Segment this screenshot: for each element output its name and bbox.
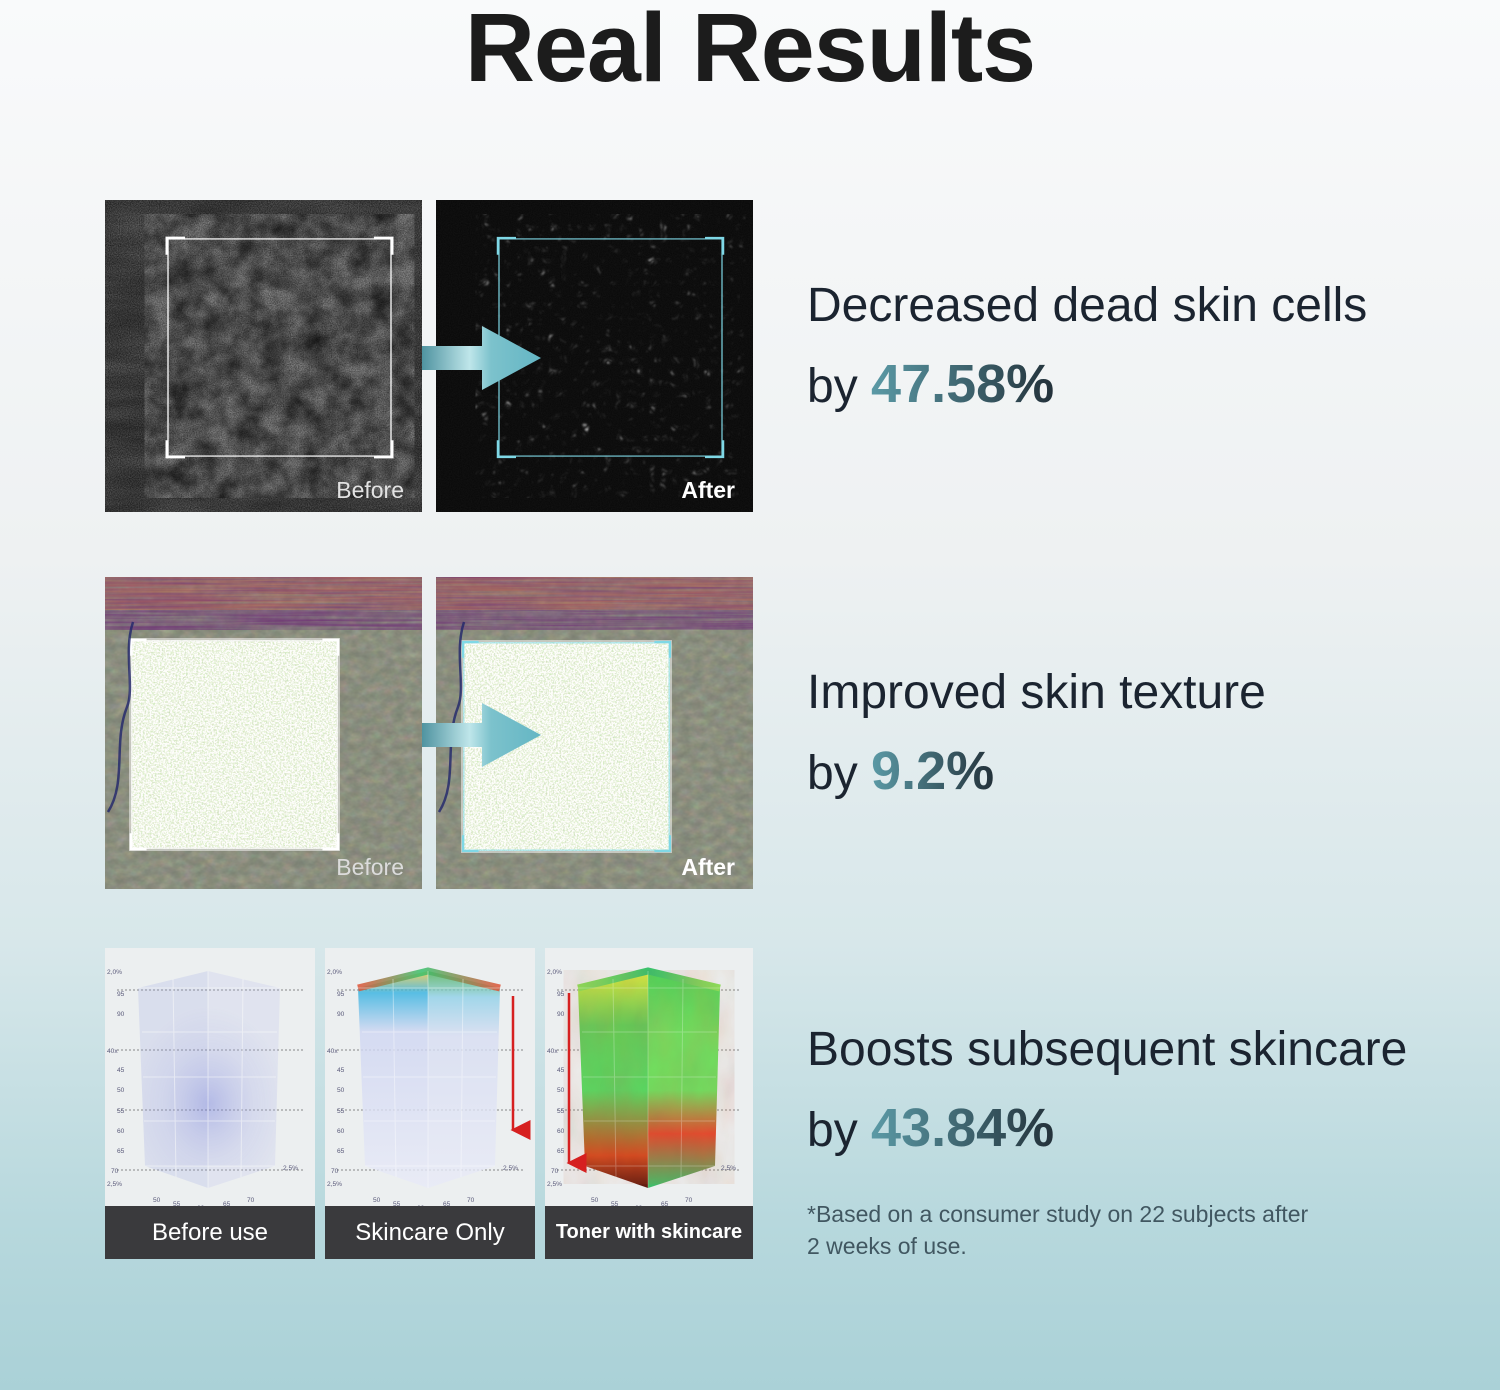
svg-text:95: 95 bbox=[337, 991, 345, 998]
svg-text:55: 55 bbox=[337, 1108, 345, 1115]
svg-text:50: 50 bbox=[591, 1197, 599, 1204]
svg-text:55: 55 bbox=[557, 1108, 565, 1115]
svg-text:60: 60 bbox=[557, 1128, 565, 1135]
svg-text:95: 95 bbox=[117, 991, 125, 998]
svg-text:95: 95 bbox=[557, 991, 565, 998]
svg-text:50: 50 bbox=[337, 1087, 345, 1094]
svg-text:45: 45 bbox=[117, 1067, 125, 1074]
svg-text:70: 70 bbox=[247, 1197, 255, 1204]
svg-text:2,5%: 2,5% bbox=[503, 1165, 518, 1172]
svg-text:2,5%: 2,5% bbox=[283, 1165, 298, 1172]
svg-text:70: 70 bbox=[551, 1168, 559, 1175]
svg-text:70: 70 bbox=[467, 1197, 475, 1204]
svg-text:45: 45 bbox=[337, 1067, 345, 1074]
svg-text:65: 65 bbox=[117, 1148, 125, 1155]
svg-text:90: 90 bbox=[117, 1011, 125, 1018]
svg-text:45: 45 bbox=[557, 1067, 565, 1074]
svg-text:50: 50 bbox=[153, 1197, 161, 1204]
svg-text:2,5%: 2,5% bbox=[547, 1181, 562, 1188]
svg-text:70: 70 bbox=[331, 1168, 339, 1175]
svg-text:70: 70 bbox=[111, 1168, 119, 1175]
svg-text:40x: 40x bbox=[107, 1048, 118, 1055]
svg-text:40x: 40x bbox=[327, 1048, 338, 1055]
svg-text:90: 90 bbox=[337, 1011, 345, 1018]
svg-text:55: 55 bbox=[117, 1108, 125, 1115]
svg-text:40x: 40x bbox=[547, 1048, 558, 1055]
svg-text:2,5%: 2,5% bbox=[721, 1165, 736, 1172]
svg-text:65: 65 bbox=[337, 1148, 345, 1155]
svg-text:90: 90 bbox=[557, 1011, 565, 1018]
svg-text:50: 50 bbox=[557, 1087, 565, 1094]
svg-text:2,0%: 2,0% bbox=[327, 969, 342, 976]
svg-text:50: 50 bbox=[373, 1197, 381, 1204]
svg-text:2,0%: 2,0% bbox=[107, 969, 122, 976]
svg-text:60: 60 bbox=[337, 1128, 345, 1135]
svg-text:60: 60 bbox=[117, 1128, 125, 1135]
svg-text:2,5%: 2,5% bbox=[327, 1181, 342, 1188]
svg-text:70: 70 bbox=[685, 1197, 693, 1204]
svg-text:65: 65 bbox=[557, 1148, 565, 1155]
svg-text:50: 50 bbox=[117, 1087, 125, 1094]
svg-text:2,5%: 2,5% bbox=[107, 1181, 122, 1188]
svg-text:2,0%: 2,0% bbox=[547, 969, 562, 976]
